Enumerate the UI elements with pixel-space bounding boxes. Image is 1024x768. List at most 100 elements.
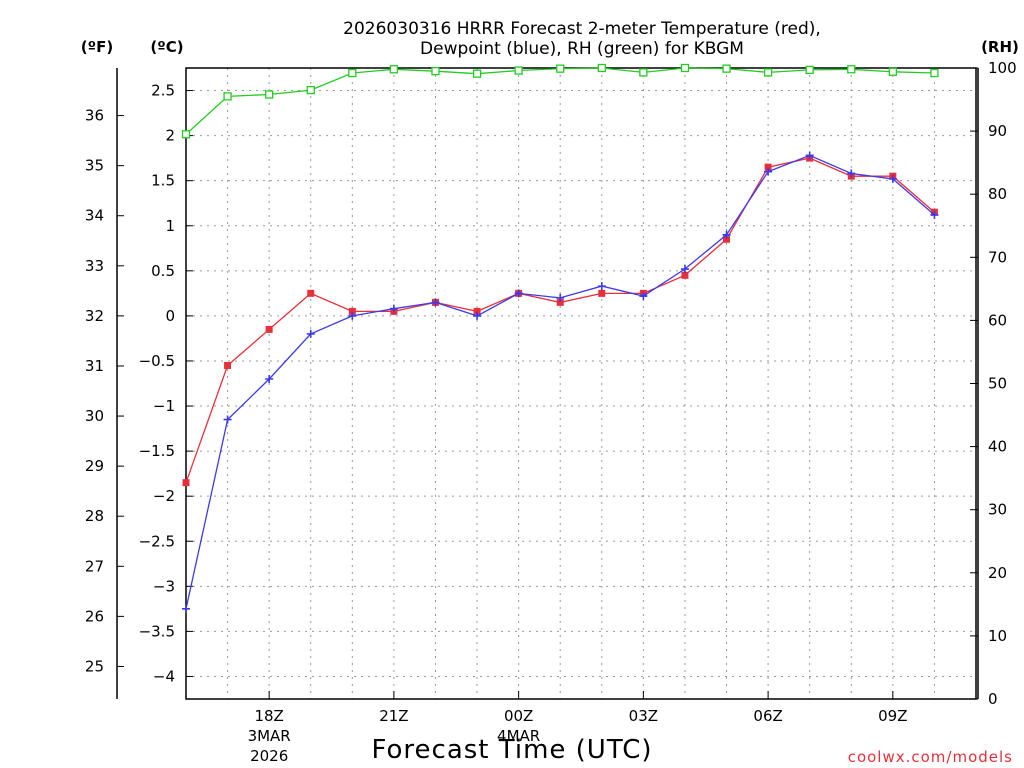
dewpoint-point (847, 169, 856, 178)
dewpoint-point (805, 151, 814, 160)
x-axis-label: Forecast Time (UTC) (371, 735, 652, 765)
fahrenheit-unit-label: (ºF) (81, 38, 113, 56)
dewpoint-point (431, 298, 440, 307)
rh-tick-label: 40 (988, 438, 1007, 456)
celsius-unit-label: (ºC) (150, 38, 183, 56)
rh-point (556, 64, 565, 73)
temperature-point (224, 361, 232, 369)
temperature-point (681, 271, 689, 279)
chart-title-line1: 2026030316 HRRR Forecast 2-meter Tempera… (343, 19, 821, 39)
rh-point (639, 68, 648, 77)
rh-point (680, 63, 690, 73)
temperature-point (182, 479, 190, 487)
dewpoint-point (888, 174, 897, 183)
rh-unit-label: (RH) (981, 38, 1019, 56)
x-tick-label: 06Z (753, 707, 782, 725)
celsius-tick-label: −3.5 (139, 622, 175, 640)
rh-point (763, 68, 773, 77)
x-tick-date-label: 4MAR (497, 727, 540, 745)
celsius-tick-label: 1.5 (151, 172, 175, 190)
dewpoint-point (514, 289, 523, 298)
x-tick-label: 03Z (629, 707, 658, 725)
fahrenheit-tick-label: 34 (85, 207, 104, 225)
celsius-tick-label: −4 (153, 667, 175, 685)
rh-point (265, 90, 274, 99)
dewpoint-point (223, 415, 232, 424)
celsius-tick-label: 1 (165, 217, 175, 235)
gridlines (186, 68, 976, 699)
temperature-point (598, 289, 606, 297)
rh-tick-label: 10 (988, 627, 1007, 645)
temperature-point (764, 163, 772, 171)
celsius-tick-label: −1.5 (139, 442, 175, 460)
x-tick-label: 00Z (504, 707, 533, 725)
rh-tick-label: 100 (988, 59, 1017, 77)
tick-labels: −4 −3.5 −3 −2.5 −2 −1.5 −1 −0.5 0 0.5 1 1.5 2 2.5 25 26… (85, 59, 1017, 765)
dewpoint-point (182, 604, 190, 613)
fahrenheit-tick-label: 29 (85, 457, 104, 475)
rh-point (930, 68, 939, 78)
rh-point (348, 68, 357, 78)
celsius-tick-label: 2.5 (151, 82, 175, 100)
temperature-point (556, 298, 564, 306)
celsius-tick-label: 0.5 (151, 262, 175, 280)
celsius-tick-label: −1 (153, 397, 175, 415)
fahrenheit-tick-label: 25 (85, 657, 104, 675)
fahrenheit-tick-label: 30 (85, 407, 104, 425)
x-tick-label: 09Z (878, 707, 907, 725)
dewpoint-point (764, 167, 773, 176)
dewpoint-point (930, 210, 939, 219)
celsius-tick-label: −2 (153, 487, 175, 505)
rh-tick-label: 80 (988, 185, 1007, 203)
rh-point (597, 63, 606, 73)
rh-tick-label: 70 (988, 248, 1007, 266)
plot-frame (185, 67, 977, 700)
dewpoint-point (639, 292, 648, 301)
dewpoint-point (306, 329, 315, 338)
fahrenheit-tick-label: 36 (85, 107, 104, 125)
dewpoint-point (389, 304, 398, 313)
celsius-tick-label: −3 (153, 577, 175, 595)
rh-tick-label: 20 (988, 564, 1007, 582)
rh-tick-label: 60 (988, 311, 1007, 329)
temperature-point (348, 307, 356, 315)
rh-point (431, 67, 440, 76)
dewpoint-point (348, 311, 357, 320)
rh-point (223, 92, 232, 101)
x-tick-label: 21Z (379, 707, 408, 725)
celsius-tick-label: 0 (165, 307, 175, 325)
dewpoint-point (473, 311, 482, 320)
dewpoint-point (597, 282, 606, 291)
x-tick-label: 18Z (254, 707, 283, 725)
x-tick-date-label: 3MAR (248, 727, 291, 745)
celsius-tick-label: −2.5 (139, 532, 175, 550)
rh-tick-label: 0 (988, 690, 998, 708)
fahrenheit-tick-label: 35 (85, 157, 104, 175)
dewpoint-point (265, 374, 274, 383)
fahrenheit-tick-label: 27 (85, 557, 104, 575)
rh-tick-label: 90 (988, 122, 1007, 140)
fahrenheit-tick-label: 31 (85, 357, 104, 375)
chart-title-line2: Dewpoint (blue), RH (green) for KBGM (420, 39, 744, 59)
rh-point (888, 67, 897, 76)
fahrenheit-tick-label: 28 (85, 507, 104, 525)
dewpoint-point (680, 265, 689, 274)
celsius-tick-label: 2 (165, 127, 175, 145)
dewpoint-point (722, 230, 731, 239)
fahrenheit-tick-label: 26 (85, 607, 104, 625)
rh-point (181, 130, 191, 139)
rh-tick-label: 30 (988, 501, 1007, 519)
rh-point (306, 85, 315, 95)
rh-point (514, 66, 523, 75)
temperature-point (265, 325, 273, 333)
temperature-point (473, 307, 481, 315)
fahrenheit-tick-label: 33 (85, 257, 104, 275)
x-tick-year-label: 2026 (250, 747, 288, 765)
rh-point (805, 65, 814, 75)
rh-point (847, 65, 856, 74)
rh-point (472, 69, 482, 78)
rh-point (722, 64, 731, 73)
credit-link[interactable]: coolwx.com/models (848, 748, 1013, 766)
dewpoint-point (556, 293, 565, 302)
